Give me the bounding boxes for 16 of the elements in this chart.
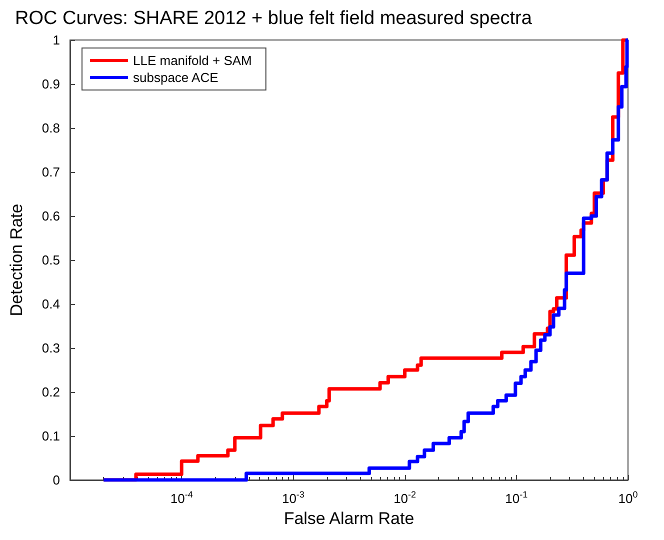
y-tick-label: 0.8	[42, 120, 60, 136]
y-tick-label: 0.7	[42, 164, 60, 180]
legend-label: LLE manifold + SAM	[133, 53, 252, 68]
y-axis-title: Detection Rate	[7, 204, 26, 316]
y-tick-label: 0	[52, 472, 60, 488]
x-axis-title: False Alarm Rate	[284, 509, 414, 528]
chart-title: ROC Curves: SHARE 2012 + blue felt field measured spectra	[15, 8, 532, 29]
y-tick-label: 0.6	[42, 208, 60, 224]
y-tick-label: 0.2	[42, 384, 60, 400]
legend-label: subspace ACE	[133, 70, 219, 85]
y-tick-label: 0.5	[42, 252, 60, 268]
y-tick-label: 1	[52, 32, 60, 48]
y-tick-label: 0.4	[42, 296, 60, 312]
y-tick-label: 0.1	[42, 428, 60, 444]
y-tick-label: 0.9	[42, 76, 60, 92]
y-tick-label: 0.3	[42, 340, 60, 356]
